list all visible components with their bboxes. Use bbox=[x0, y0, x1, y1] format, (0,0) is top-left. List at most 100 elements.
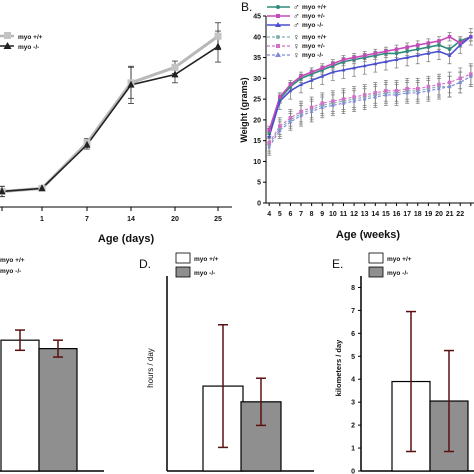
data-point bbox=[447, 84, 452, 89]
data-point bbox=[331, 99, 335, 103]
data-point bbox=[415, 86, 420, 91]
panel-c: myo +/+ myo -/- bbox=[0, 257, 104, 472]
data-point bbox=[458, 80, 463, 84]
data-point bbox=[405, 49, 409, 54]
male-symbol-icon: ♂ bbox=[293, 20, 300, 30]
series-line bbox=[268, 75, 472, 148]
y-tick-label: 35 bbox=[253, 55, 261, 62]
data-point bbox=[352, 65, 356, 70]
y-tick-label: 40 bbox=[253, 34, 261, 41]
data-point bbox=[458, 42, 463, 47]
x-tick-label: 7 bbox=[85, 216, 89, 223]
legend-b-label-1: myo +/+ bbox=[302, 4, 327, 11]
female-symbol-icon: ♀ bbox=[293, 32, 300, 42]
panel-a-points bbox=[0, 32, 222, 195]
x-tick-label: 22 bbox=[456, 211, 464, 218]
data-point bbox=[394, 51, 399, 56]
panel-b-legend: ♂ myo +/+ ♂ myo +/- ♂ myo -/- ♀ myo +/+ … bbox=[267, 2, 327, 60]
series-line bbox=[1, 45, 219, 193]
male-symbol-icon: ♂ bbox=[293, 11, 300, 21]
panel-b-x-label: Age (weeks) bbox=[336, 229, 401, 241]
data-point bbox=[394, 57, 399, 62]
panel-c-bars bbox=[0, 329, 78, 472]
x-tick-label: 14 bbox=[127, 216, 135, 223]
data-point bbox=[437, 82, 441, 87]
y-tick-label: 0 bbox=[257, 201, 261, 208]
legend-b-label-3: myo -/- bbox=[302, 22, 323, 29]
data-point bbox=[0, 187, 6, 195]
panel-e-legend: myo +/+ myo -/- bbox=[368, 252, 412, 278]
data-point bbox=[437, 49, 441, 53]
legend-d-swatch-wt bbox=[175, 252, 191, 264]
legend-b-marker-2 bbox=[276, 14, 280, 18]
data-point bbox=[437, 43, 441, 47]
panel-d-legend: myo +/+ myo -/- bbox=[175, 252, 219, 278]
legend-d-swatch-ko bbox=[175, 266, 191, 278]
x-tick-label: 25 bbox=[214, 216, 222, 223]
x-tick-label: 5 bbox=[278, 211, 282, 218]
data-point bbox=[405, 55, 409, 59]
panel-b-y-label: Weight (grams) bbox=[239, 77, 249, 142]
data-point bbox=[288, 119, 293, 124]
data-point bbox=[299, 109, 303, 114]
data-point bbox=[362, 93, 367, 97]
legend-b-label-5: myo +/- bbox=[302, 43, 325, 50]
panel-b-y-ticks: 0 5 10 15 20 25 30 35 40 45 bbox=[253, 14, 266, 208]
data-point bbox=[38, 184, 46, 192]
x-tick-label: 13 bbox=[361, 211, 369, 218]
legend-c-label-wt: myo +/+ bbox=[0, 257, 25, 264]
data-point bbox=[267, 140, 271, 145]
data-point bbox=[299, 74, 303, 79]
data-point bbox=[447, 53, 452, 57]
data-point bbox=[394, 92, 399, 97]
data-point bbox=[362, 63, 367, 68]
legend-e-swatch-ko bbox=[368, 266, 384, 278]
female-symbol-icon: ♀ bbox=[293, 41, 300, 51]
legend-marker-wt bbox=[4, 32, 11, 39]
panel-a-series bbox=[1, 35, 219, 193]
data-point bbox=[299, 82, 303, 87]
data-point bbox=[426, 88, 431, 93]
y-tick-label: 1 bbox=[351, 446, 355, 453]
panel-d-bars bbox=[202, 324, 282, 472]
data-point bbox=[362, 53, 367, 58]
x-tick-label: 7 bbox=[299, 211, 303, 218]
y-tick-label: 30 bbox=[253, 76, 261, 83]
data-point bbox=[426, 84, 431, 89]
data-point bbox=[341, 57, 346, 62]
legend-b-label-4: myo +/+ bbox=[302, 34, 327, 41]
x-tick-label: 15 bbox=[382, 211, 390, 218]
panel-e-letter: E. bbox=[332, 257, 343, 271]
data-point bbox=[458, 76, 463, 81]
data-point bbox=[288, 88, 293, 93]
data-point bbox=[331, 61, 335, 66]
x-tick-label: 18 bbox=[414, 211, 422, 218]
data-point bbox=[373, 61, 378, 66]
data-point bbox=[277, 99, 282, 103]
panel-d: D. hours / day myo +/+ myo -/- bbox=[139, 252, 314, 472]
data-point bbox=[214, 32, 222, 40]
data-point bbox=[447, 34, 452, 39]
data-point bbox=[405, 45, 409, 49]
data-point bbox=[415, 47, 420, 52]
data-point bbox=[309, 105, 314, 110]
data-point bbox=[373, 94, 378, 99]
data-point bbox=[352, 95, 356, 99]
data-point bbox=[320, 74, 325, 78]
y-tick-label: 5 bbox=[257, 180, 261, 187]
data-point bbox=[384, 92, 388, 97]
legend-b-marker-3 bbox=[275, 22, 281, 27]
data-point bbox=[352, 99, 356, 103]
x-tick-label: 4 bbox=[267, 211, 271, 218]
data-point bbox=[214, 42, 222, 50]
y-tick-label: 0 bbox=[351, 469, 355, 474]
data-point bbox=[83, 140, 91, 148]
data-point bbox=[267, 134, 271, 138]
data-point bbox=[127, 80, 135, 88]
x-tick-label: 21 bbox=[446, 211, 454, 218]
data-point bbox=[384, 49, 388, 54]
data-point bbox=[426, 41, 431, 45]
panel-b-x-ticks: 4 5 6 7 8 9 10 11 12 13 14 15 16 17 18 19 20 21 22 bbox=[267, 203, 472, 218]
data-point bbox=[331, 69, 335, 74]
